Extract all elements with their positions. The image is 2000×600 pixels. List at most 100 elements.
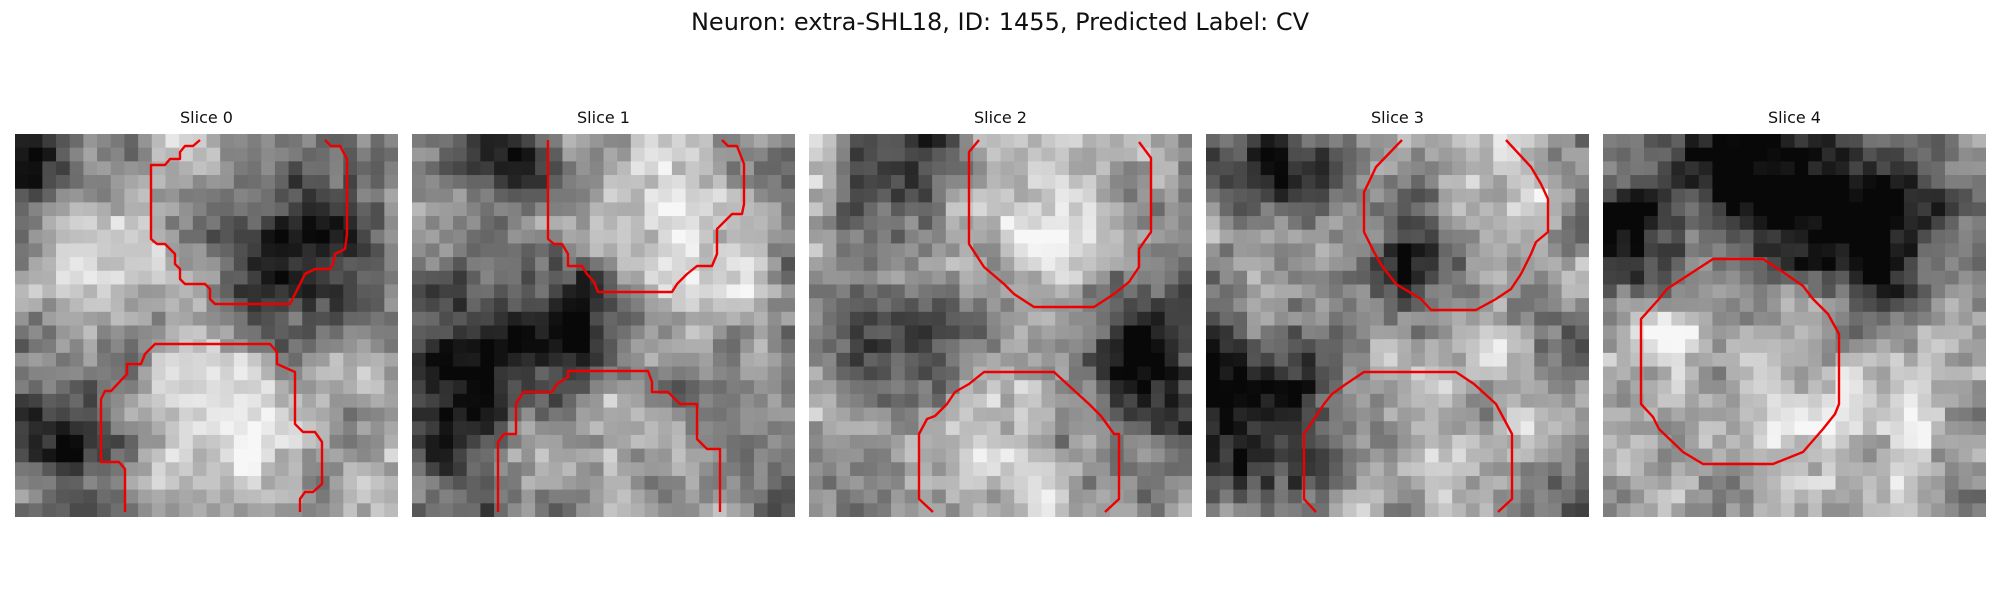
- pixel: [809, 284, 824, 299]
- pixel: [42, 284, 57, 299]
- pixel: [1288, 407, 1303, 422]
- pixel: [1452, 448, 1467, 463]
- pixel: [1397, 311, 1412, 327]
- pixel: [1027, 175, 1043, 190]
- pixel: [1917, 175, 1932, 190]
- pixel: [1644, 339, 1659, 354]
- neuron-contour-bottom: [99, 342, 324, 512]
- pixel: [1944, 407, 1960, 422]
- pixel: [1698, 134, 1714, 149]
- pixel: [1206, 229, 1221, 245]
- pixel: [28, 489, 43, 504]
- pixel: [932, 475, 947, 491]
- pixel: [480, 202, 495, 217]
- pixel: [1739, 448, 1755, 463]
- pixel: [56, 393, 71, 409]
- pixel: [1862, 311, 1878, 327]
- pixel: [356, 503, 372, 517]
- pixel: [220, 325, 235, 340]
- pixel: [439, 434, 454, 450]
- pixel: [1685, 434, 1700, 450]
- pixel: [753, 475, 769, 491]
- pixel: [1890, 448, 1905, 463]
- pixel: [110, 421, 126, 436]
- pixel: [1068, 407, 1084, 422]
- pixel: [1109, 175, 1125, 190]
- pixel: [56, 380, 71, 395]
- pixel: [110, 489, 126, 504]
- slice-image: [412, 134, 795, 517]
- pixel: [42, 147, 57, 162]
- pixel: [1452, 503, 1467, 517]
- pixel: [1274, 147, 1289, 162]
- pixel: [753, 161, 769, 176]
- pixel: [1506, 243, 1522, 258]
- pixel: [1438, 284, 1453, 299]
- pixel: [671, 448, 687, 463]
- pixel: [1931, 270, 1946, 286]
- pixel: [1835, 421, 1850, 436]
- pixel: [726, 175, 741, 190]
- pixel: [192, 202, 208, 217]
- pixel: [850, 202, 865, 217]
- pixel: [863, 298, 878, 313]
- pixel: [425, 503, 440, 517]
- pixel: [261, 489, 276, 504]
- pixel: [1233, 270, 1248, 286]
- pixel: [973, 202, 988, 217]
- pixel: [1780, 161, 1796, 176]
- pixel: [1808, 352, 1823, 368]
- pixel: [1534, 462, 1549, 477]
- pixel: [1315, 393, 1330, 409]
- pixel: [28, 352, 43, 368]
- pixel: [1370, 257, 1385, 272]
- pixel: [535, 366, 550, 381]
- pixel: [1301, 325, 1317, 340]
- pixel: [630, 270, 646, 286]
- pixel: [1780, 325, 1796, 340]
- pixel: [521, 434, 536, 450]
- pixel: [809, 311, 824, 327]
- pixel: [1274, 175, 1289, 190]
- pixel: [329, 161, 344, 176]
- pixel: [1137, 407, 1152, 422]
- pixel: [1150, 421, 1166, 436]
- pixel: [480, 407, 495, 422]
- pixel: [466, 421, 481, 436]
- pixel: [1767, 229, 1782, 245]
- pixel: [1630, 257, 1645, 272]
- pixel: [1506, 407, 1522, 422]
- pixel: [1794, 366, 1809, 381]
- pixel: [740, 339, 755, 354]
- pixel: [1603, 366, 1618, 381]
- pixel: [1630, 489, 1645, 504]
- pixel: [1082, 352, 1097, 368]
- pixel: [1041, 243, 1056, 258]
- pixel: [233, 489, 249, 504]
- pixel: [233, 462, 249, 477]
- pixel: [630, 339, 646, 354]
- pixel: [1767, 216, 1782, 231]
- pixel: [425, 339, 440, 354]
- pixel: [28, 462, 43, 477]
- pixel: [809, 489, 824, 504]
- pixel: [1082, 284, 1097, 299]
- pixel: [617, 503, 632, 517]
- pixel: [932, 229, 947, 245]
- pixel: [822, 421, 837, 436]
- pixel: [1137, 298, 1152, 313]
- pixel: [97, 352, 112, 368]
- pixel: [1534, 161, 1549, 176]
- pixel: [1342, 462, 1358, 477]
- pixel: [28, 325, 43, 340]
- grayscale-pixels: [15, 134, 398, 517]
- pixel: [356, 175, 372, 190]
- pixel: [233, 188, 249, 203]
- pixel: [1397, 339, 1412, 354]
- pixel: [822, 475, 837, 491]
- pixel: [1958, 270, 1973, 286]
- pixel: [1137, 503, 1152, 517]
- pixel: [986, 448, 1002, 463]
- pixel: [576, 188, 591, 203]
- pixel: [206, 257, 221, 272]
